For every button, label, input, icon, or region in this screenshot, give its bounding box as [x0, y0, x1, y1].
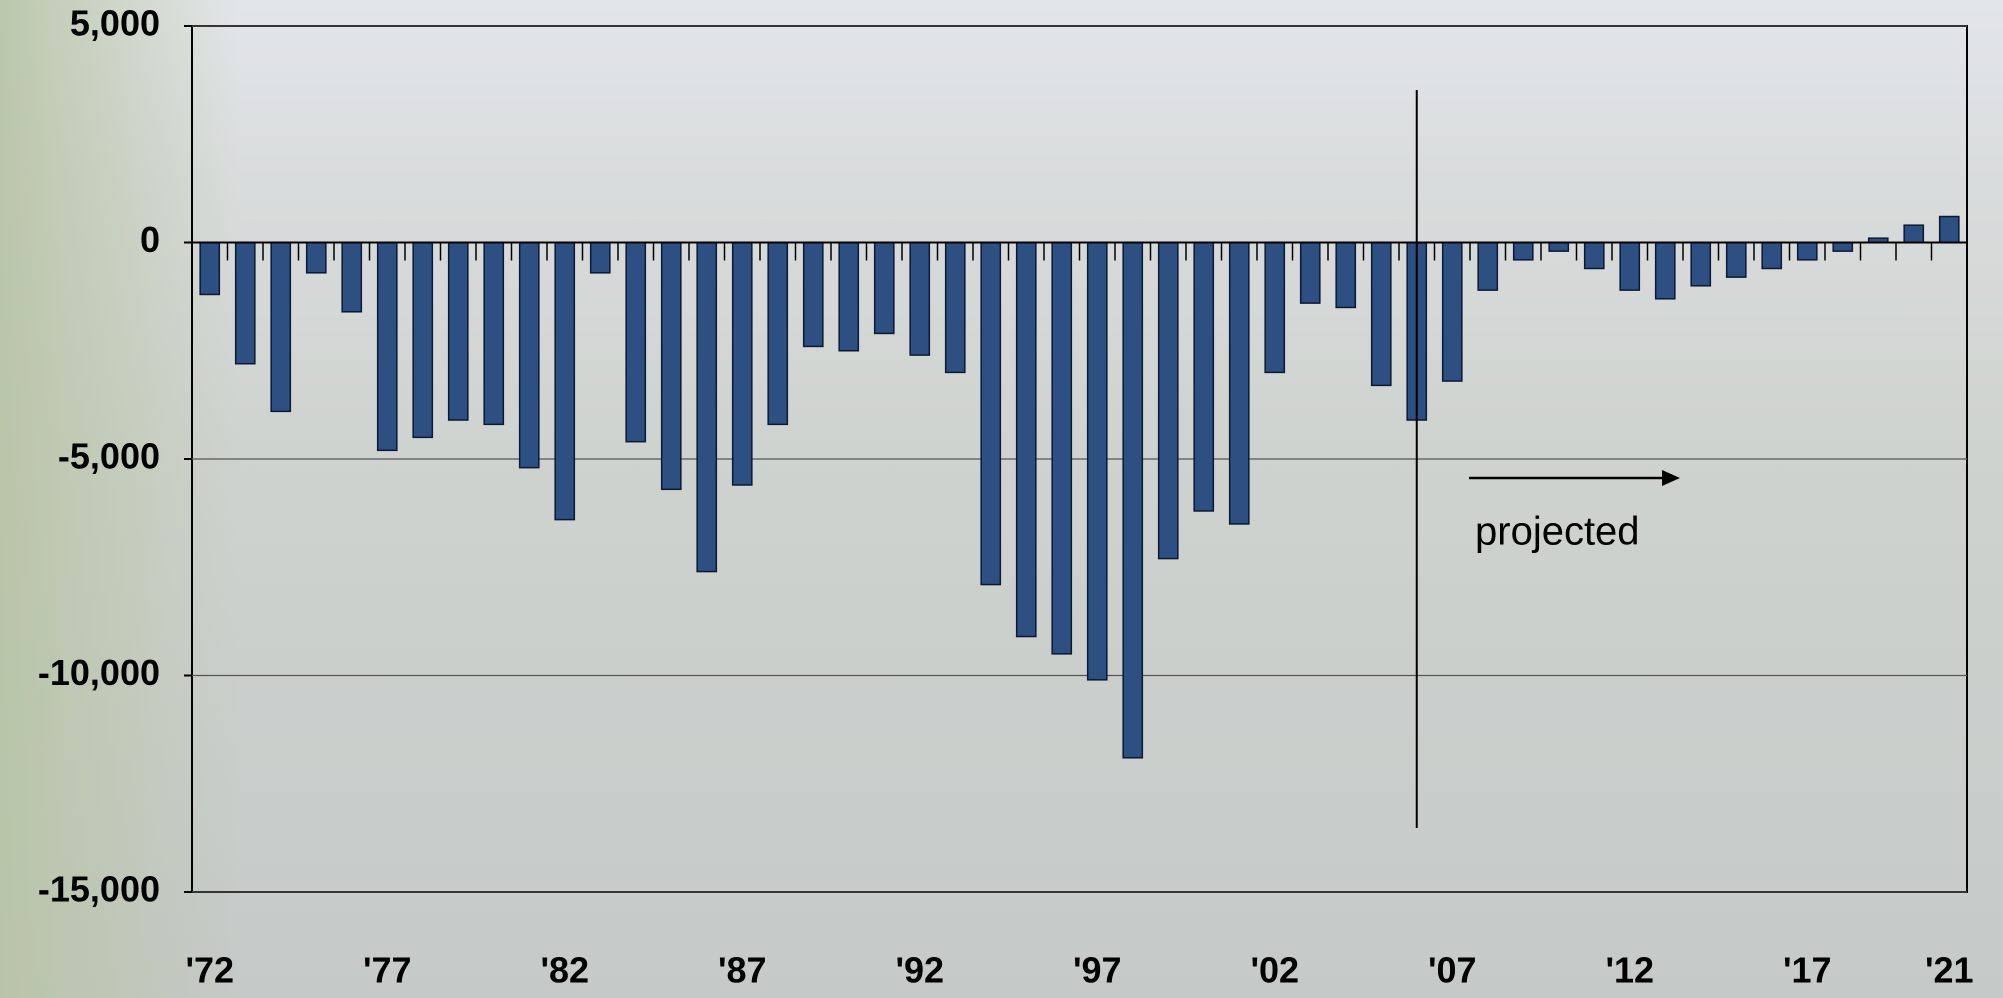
y-tick-label: 5,000	[70, 3, 160, 44]
bar	[554, 241, 576, 521]
bar	[1512, 241, 1534, 261]
bar	[1725, 241, 1747, 278]
y-tick-label: -10,000	[38, 652, 160, 693]
bar	[767, 241, 789, 426]
x-tick-label: '92	[895, 950, 944, 991]
bar	[1796, 241, 1818, 261]
bar	[1690, 241, 1712, 287]
bar	[625, 241, 647, 443]
bar	[234, 241, 256, 365]
bar	[1441, 241, 1463, 382]
bar	[199, 241, 221, 296]
bar	[1122, 241, 1144, 759]
x-tick-label: '97	[1073, 950, 1122, 991]
bar	[1903, 224, 1925, 244]
bar	[1193, 241, 1215, 512]
bar	[341, 241, 363, 313]
x-tick-label: '17	[1783, 950, 1832, 991]
x-tick-label: '77	[363, 950, 412, 991]
bar	[412, 241, 434, 439]
bar	[1370, 241, 1392, 387]
bar	[1299, 241, 1321, 304]
bar	[270, 241, 292, 413]
bar	[1761, 241, 1783, 270]
bar	[447, 241, 469, 421]
bar	[1654, 241, 1676, 300]
bar	[1086, 241, 1108, 681]
x-tick-label: '02	[1250, 950, 1299, 991]
x-tick-label: '82	[540, 950, 589, 991]
x-tick-label: '12	[1605, 950, 1654, 991]
bar	[1583, 241, 1605, 270]
bar	[1015, 241, 1037, 638]
bar	[873, 241, 895, 335]
bar	[1228, 241, 1250, 525]
bar	[1619, 241, 1641, 291]
bar	[305, 241, 327, 274]
bar	[1335, 241, 1357, 309]
x-tick-label: '72	[185, 950, 234, 991]
bar	[1157, 241, 1179, 560]
marks: 5,000 0 -5,000 -10,000 -15,000 '72 '77 '82 '87 '9…	[38, 3, 1974, 991]
background-foliage	[0, 0, 240, 998]
bar	[376, 241, 398, 452]
bar	[1051, 241, 1073, 655]
bar	[1264, 241, 1286, 374]
x-tick-label: '07	[1428, 950, 1477, 991]
bar	[944, 241, 966, 374]
bar	[1548, 241, 1570, 252]
y-tick-label: 0	[140, 219, 160, 260]
y-tick-label: -15,000	[38, 869, 160, 910]
bar	[980, 241, 1002, 586]
bar	[1477, 241, 1499, 291]
annotation: projected	[1475, 510, 1640, 554]
bar	[660, 241, 682, 491]
bar	[731, 241, 753, 486]
bar	[802, 241, 824, 348]
x-tick-label: '87	[718, 950, 767, 991]
bar	[838, 241, 860, 352]
bar	[483, 241, 505, 426]
bar	[1832, 241, 1854, 252]
bar	[518, 241, 540, 469]
bar	[909, 241, 931, 356]
x-tick-label: '21	[1925, 950, 1974, 991]
bar	[1938, 215, 1960, 244]
bar	[696, 241, 718, 573]
y-tick-label: -5,000	[58, 436, 160, 477]
projection-arrowhead	[1662, 470, 1680, 486]
bar	[589, 241, 611, 274]
